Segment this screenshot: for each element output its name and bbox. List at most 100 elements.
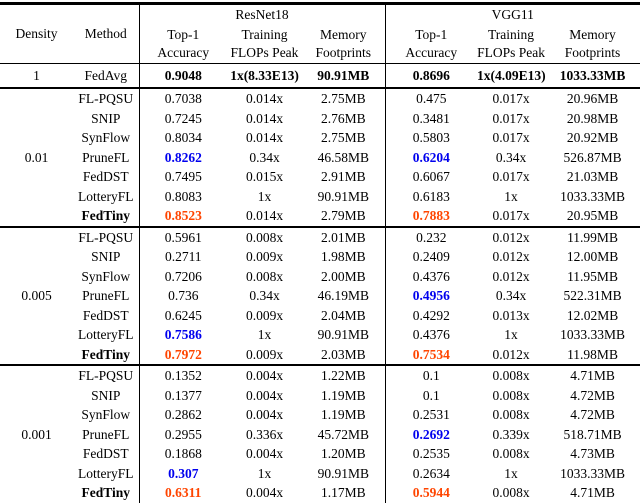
method-cell: LotteryFL — [73, 325, 140, 345]
value-cell: 0.014x — [245, 130, 284, 145]
method-cell: FedDST — [73, 167, 140, 187]
value-cell: 0.6311 — [165, 485, 202, 500]
col-header-vgg-memory: Memory Footprints — [545, 25, 640, 64]
method-cell: PruneFL — [73, 286, 140, 306]
value-cell: 0.009x — [245, 307, 284, 323]
value-cell: 0.5944 — [412, 485, 450, 500]
value-cell: 0.017x — [492, 110, 530, 126]
value-cell: 20.96MB — [545, 87, 640, 109]
value-cell: 0.008x — [492, 485, 530, 500]
value-cell: 0.7206 — [164, 268, 202, 284]
value-cell: 45.72MB — [302, 424, 386, 444]
col-header-vgg-flops: Training FLOPs Peak — [477, 25, 546, 64]
method-cell: LotteryFL — [73, 463, 140, 483]
value-cell: 46.19MB — [302, 286, 386, 306]
value-cell: 0.7245 — [164, 110, 202, 126]
value-cell: 0.6183 — [412, 188, 450, 204]
value-cell: 0.34x — [495, 149, 527, 165]
table-row: SynFlow 0.2862 0.004x 1.19MB 0.2531 0.008x 4.7… — [0, 405, 640, 425]
value-cell: 0.4376 — [412, 268, 450, 284]
value-cell: 0.014x — [245, 110, 284, 126]
value-cell: 2.03MB — [302, 344, 386, 365]
value-cell: 0.3481 — [412, 110, 450, 126]
density-cell: 1 — [33, 68, 40, 83]
value-cell: 4.71MB — [545, 364, 640, 386]
table-row: 0.001 FL-PQSU 0.1352 0.004x 1.22MB 0.1 0.008x 4… — [0, 364, 640, 503]
value-cell: 0.8523 — [164, 208, 202, 223]
value-cell: 2.01MB — [302, 225, 386, 247]
value-cell: 2.04MB — [302, 305, 386, 325]
value-cell: 0.9048 — [164, 68, 202, 83]
value-cell: 0.008x — [245, 268, 284, 284]
method-cell: SNIP — [73, 108, 140, 128]
value-cell: 0.2531 — [412, 407, 450, 422]
value-cell: 0.4376 — [412, 327, 450, 342]
value-cell: 4.72MB — [570, 387, 615, 403]
value-cell: 526.87MB — [563, 149, 622, 165]
value-cell: 518.71MB — [563, 426, 622, 442]
value-cell: 1x — [504, 465, 518, 481]
value-cell: 1x(4.09E13) — [477, 68, 546, 83]
value-cell: 4.72MB — [570, 407, 615, 422]
value-cell: 11.98MB — [567, 346, 618, 362]
value-cell: 1x — [504, 327, 518, 342]
table-row: LotteryFL 0.7586 1x 90.91MB 0.4376 1x 1033.33M… — [0, 325, 640, 345]
value-cell: 0.014x — [245, 208, 284, 223]
value-cell: 0.1 — [422, 387, 440, 403]
method-cell: FedTiny — [73, 483, 140, 503]
value-cell: 0.475 — [385, 87, 478, 109]
value-cell: 0.2634 — [412, 465, 450, 481]
value-cell: 0.2409 — [412, 249, 450, 264]
value-cell: 0.5803 — [412, 130, 450, 145]
method-cell: FedTiny — [73, 344, 140, 365]
value-cell: 0.004x — [227, 364, 302, 386]
col-header-vgg-accuracy: Top-1 Accuracy — [385, 25, 478, 64]
value-cell: 0.008x — [227, 225, 302, 247]
table-row: FedTiny 0.6311 0.004x 1.17MB 0.5944 0.008x 4.7… — [0, 483, 640, 503]
value-cell: 0.009x — [245, 346, 284, 362]
value-cell: 0.4956 — [412, 288, 450, 303]
value-cell: 20.92MB — [566, 130, 619, 145]
value-cell: 2.91MB — [302, 167, 386, 187]
value-cell: 21.03MB — [566, 169, 619, 184]
value-cell: 0.2692 — [412, 426, 450, 442]
value-cell: 0.1377 — [164, 387, 202, 403]
table-row: PruneFL 0.2955 0.336x 45.72MB 0.2692 0.339x 51… — [0, 424, 640, 444]
value-cell: 1x — [257, 188, 272, 204]
value-cell: 0.5961 — [139, 225, 227, 247]
value-cell: 0.6067 — [412, 169, 450, 184]
value-cell: 46.58MB — [302, 147, 386, 167]
table-row: 0.01 FL-PQSU 0.7038 0.014x 2.75MB 0.475 0.017x… — [0, 87, 640, 227]
value-cell: 1.98MB — [302, 247, 386, 267]
table-row: FedTiny 0.8523 0.014x 2.79MB 0.7883 0.017x 20.… — [0, 206, 640, 227]
value-cell: 0.2862 — [164, 407, 202, 422]
table-row: PruneFL 0.736 0.34x 46.19MB 0.4956 0.34x 522.3… — [0, 286, 640, 306]
value-cell: 0.2955 — [164, 426, 202, 442]
value-cell: 1x(8.33E13) — [230, 68, 299, 83]
value-cell: 0.6204 — [412, 149, 450, 165]
value-cell: 4.71MB — [570, 485, 615, 500]
table-row: SNIP 0.7245 0.014x 2.76MB 0.3481 0.017x 20.98M… — [0, 108, 640, 128]
col-header-resnet-memory: Memory Footprints — [302, 25, 386, 64]
density-cell: 0.001 — [0, 364, 73, 503]
col-group-resnet18: ResNet18 — [139, 3, 386, 25]
value-cell: 2.79MB — [302, 206, 386, 227]
value-cell: 0.232 — [385, 225, 478, 247]
table-row: SNIP 0.1377 0.004x 1.19MB 0.1 0.008x 4.72MB — [0, 385, 640, 405]
value-cell: 0.8083 — [164, 188, 202, 204]
method-cell: FedAvg — [73, 63, 140, 88]
table-row: 1 FedAvg 0.9048 1x(8.33E13) 90.91MB 0.8696 1x(… — [0, 63, 640, 88]
value-cell: 1x — [257, 465, 272, 481]
value-cell: 2.75MB — [302, 128, 386, 148]
value-cell: 0.008x — [492, 407, 530, 422]
table-row: FedDST 0.1868 0.004x 1.20MB 0.2535 0.008x 4.73… — [0, 444, 640, 464]
value-cell: 0.307 — [168, 465, 199, 481]
method-cell: PruneFL — [73, 147, 140, 167]
density-cell: 0.01 — [0, 87, 73, 227]
value-cell: 0.7534 — [412, 346, 450, 362]
col-group-vgg11: VGG11 — [491, 7, 534, 22]
method-cell: SNIP — [73, 247, 140, 267]
method-cell: SynFlow — [73, 128, 140, 148]
value-cell: 1033.33MB — [560, 188, 625, 204]
